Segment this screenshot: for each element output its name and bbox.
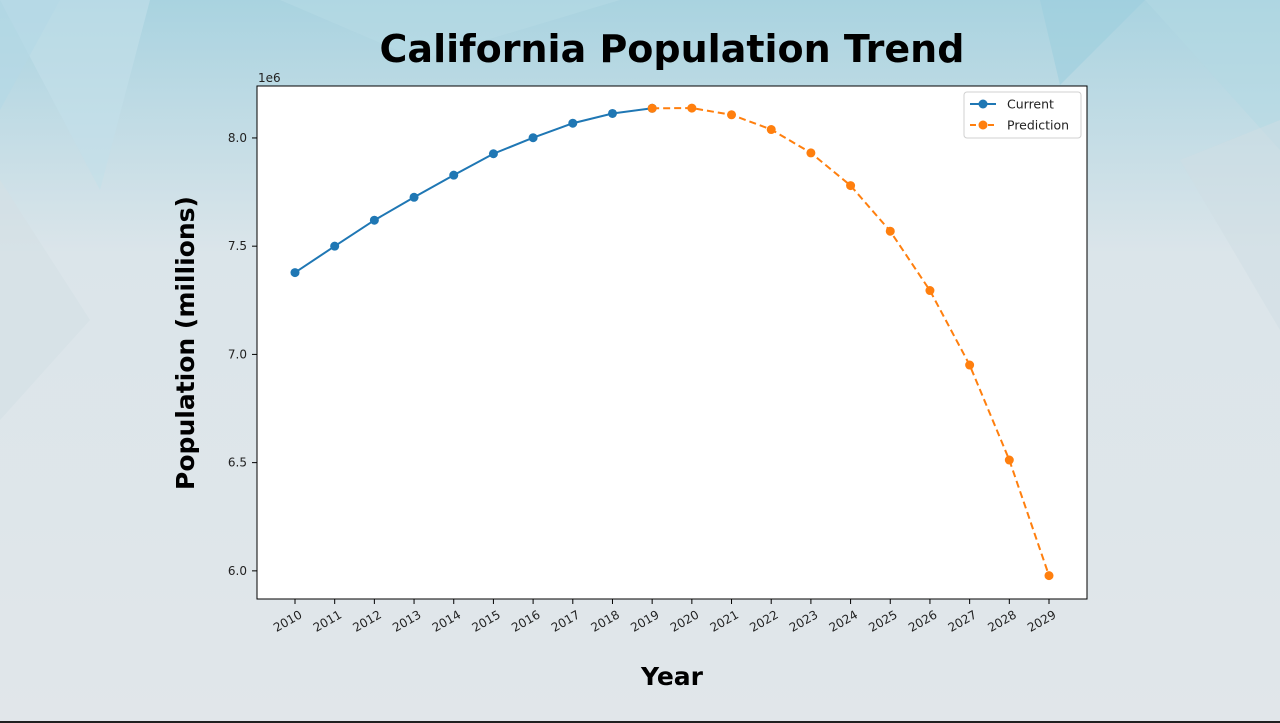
data-point-prediction: [1044, 571, 1054, 581]
y-tick-label: 7.0: [228, 347, 247, 361]
data-point-prediction: [965, 360, 975, 370]
x-tick-label: 2012: [350, 607, 383, 634]
data-point-current: [607, 108, 617, 118]
data-point-current: [488, 149, 498, 159]
x-tick-label: 2011: [311, 607, 344, 634]
x-tick-label: 2016: [509, 607, 542, 634]
x-tick-label: 2015: [469, 607, 502, 634]
x-tick-label: 2022: [747, 607, 780, 634]
x-tick-label: 2017: [549, 607, 582, 634]
x-tick-label: 2014: [430, 607, 463, 634]
data-point-prediction: [727, 110, 737, 120]
y-offset-label: 1e6: [258, 71, 281, 85]
series-line-prediction: [652, 107, 1050, 576]
x-axis-label: Year: [640, 662, 704, 691]
data-point-current: [409, 192, 419, 202]
x-axis: 2010 2011 2012 2013 2014 2015 2016 2017 2018 2019…: [271, 599, 1059, 635]
data-point-current: [369, 215, 379, 225]
legend: Current Prediction: [963, 91, 1082, 139]
data-point-prediction: [1004, 455, 1014, 465]
x-tick-label: 2018: [589, 607, 622, 634]
y-tick-label: 7.5: [228, 239, 247, 253]
data-point-prediction: [925, 286, 935, 296]
data-point-prediction: [846, 181, 856, 191]
x-tick-label: 2010: [271, 607, 304, 634]
data-point-current: [449, 170, 459, 180]
x-tick-label: 2024: [827, 607, 860, 634]
bottom-rule: [0, 721, 1280, 723]
x-tick-label: 2026: [906, 607, 939, 634]
y-tick-label: 6.0: [228, 564, 247, 578]
x-tick-label: 2029: [1025, 607, 1058, 634]
y-axis-label: Population (millions): [171, 196, 200, 490]
legend-dot-current: [978, 99, 988, 109]
series-line-current: [294, 107, 653, 274]
x-tick-label: 2028: [985, 607, 1018, 634]
x-tick-label: 2021: [708, 607, 741, 634]
data-point-prediction: [885, 226, 895, 236]
legend-dot-prediction: [978, 120, 988, 130]
x-tick-label: 2013: [390, 607, 423, 634]
data-point-prediction: [647, 103, 657, 113]
x-tick-label: 2019: [628, 607, 661, 634]
data-point-current: [290, 268, 300, 278]
data-point-prediction: [806, 148, 816, 158]
x-tick-label: 2027: [946, 607, 979, 634]
chart-title: California Population Trend: [380, 27, 965, 71]
x-tick-label: 2023: [787, 607, 820, 634]
legend-label-prediction: Prediction: [1007, 118, 1069, 133]
y-tick-label: 8.0: [228, 131, 247, 145]
x-tick-label: 2025: [866, 607, 899, 634]
data-point-current: [528, 133, 538, 143]
legend-label-current: Current: [1007, 97, 1054, 112]
data-point-current: [330, 241, 340, 251]
data-point-prediction: [687, 103, 697, 113]
data-point-prediction: [766, 125, 776, 135]
y-axis: 6.0 6.5 7.0 7.5 8.0: [228, 131, 257, 578]
data-point-current: [568, 118, 578, 128]
plot-area: [256, 85, 1088, 600]
y-tick-label: 6.5: [228, 456, 247, 470]
x-tick-label: 2020: [668, 607, 701, 634]
series-layer: [290, 103, 1054, 581]
